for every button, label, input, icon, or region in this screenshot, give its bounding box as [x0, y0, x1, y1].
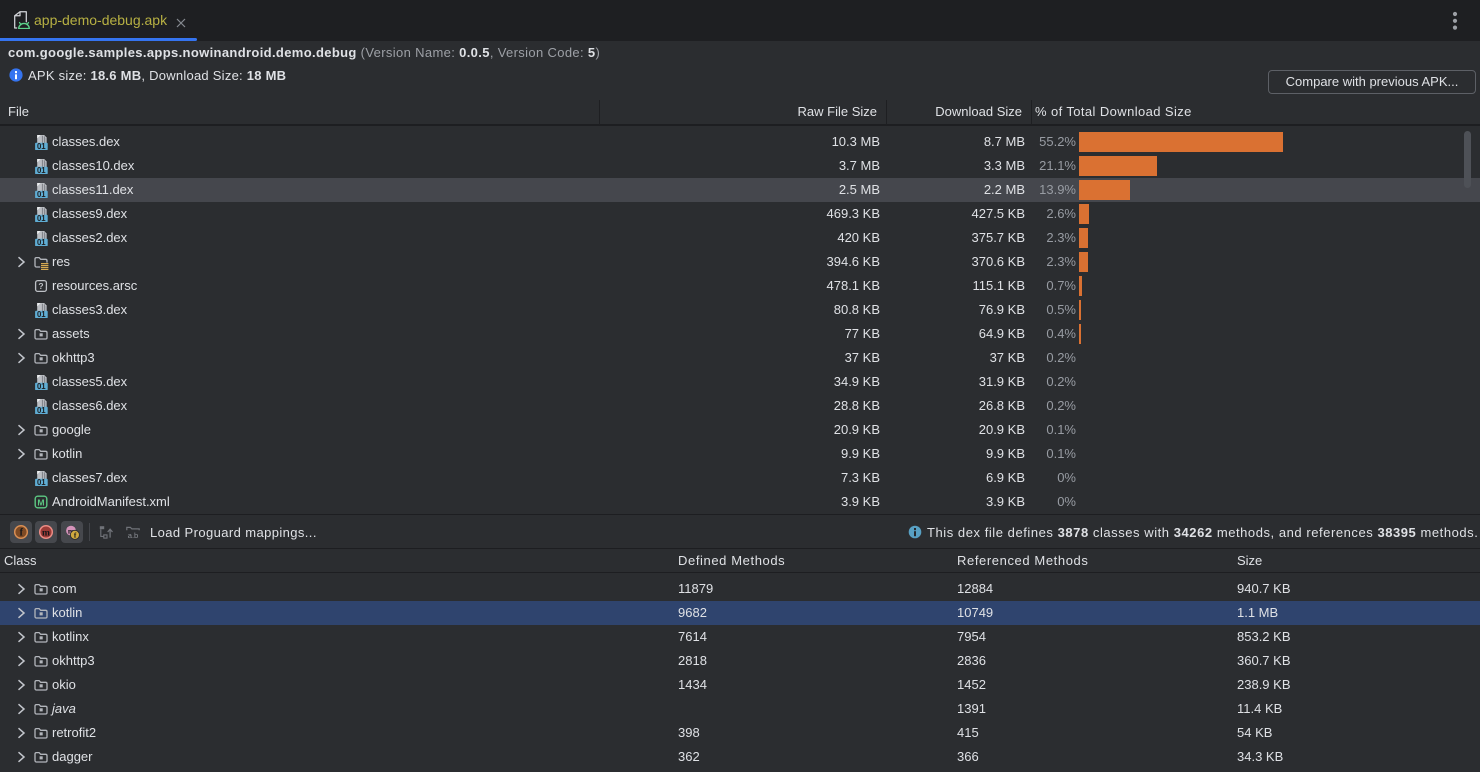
svg-text:01: 01 [37, 382, 46, 390]
svg-text:01: 01 [37, 214, 46, 222]
svg-text:M: M [37, 497, 44, 507]
svg-text:m: m [68, 526, 75, 535]
svg-text:01: 01 [37, 238, 46, 246]
svg-text:f: f [20, 528, 24, 539]
svg-text:01: 01 [37, 310, 46, 318]
svg-text:01: 01 [37, 142, 46, 150]
svg-text:?: ? [38, 281, 43, 291]
svg-text:a.b: a.b [128, 531, 139, 540]
svg-text:01: 01 [37, 478, 46, 486]
svg-text:01: 01 [37, 190, 46, 198]
svg-text:f: f [74, 531, 77, 540]
svg-text:m: m [42, 528, 50, 538]
svg-text:01: 01 [37, 406, 46, 414]
svg-text:01: 01 [37, 166, 46, 174]
